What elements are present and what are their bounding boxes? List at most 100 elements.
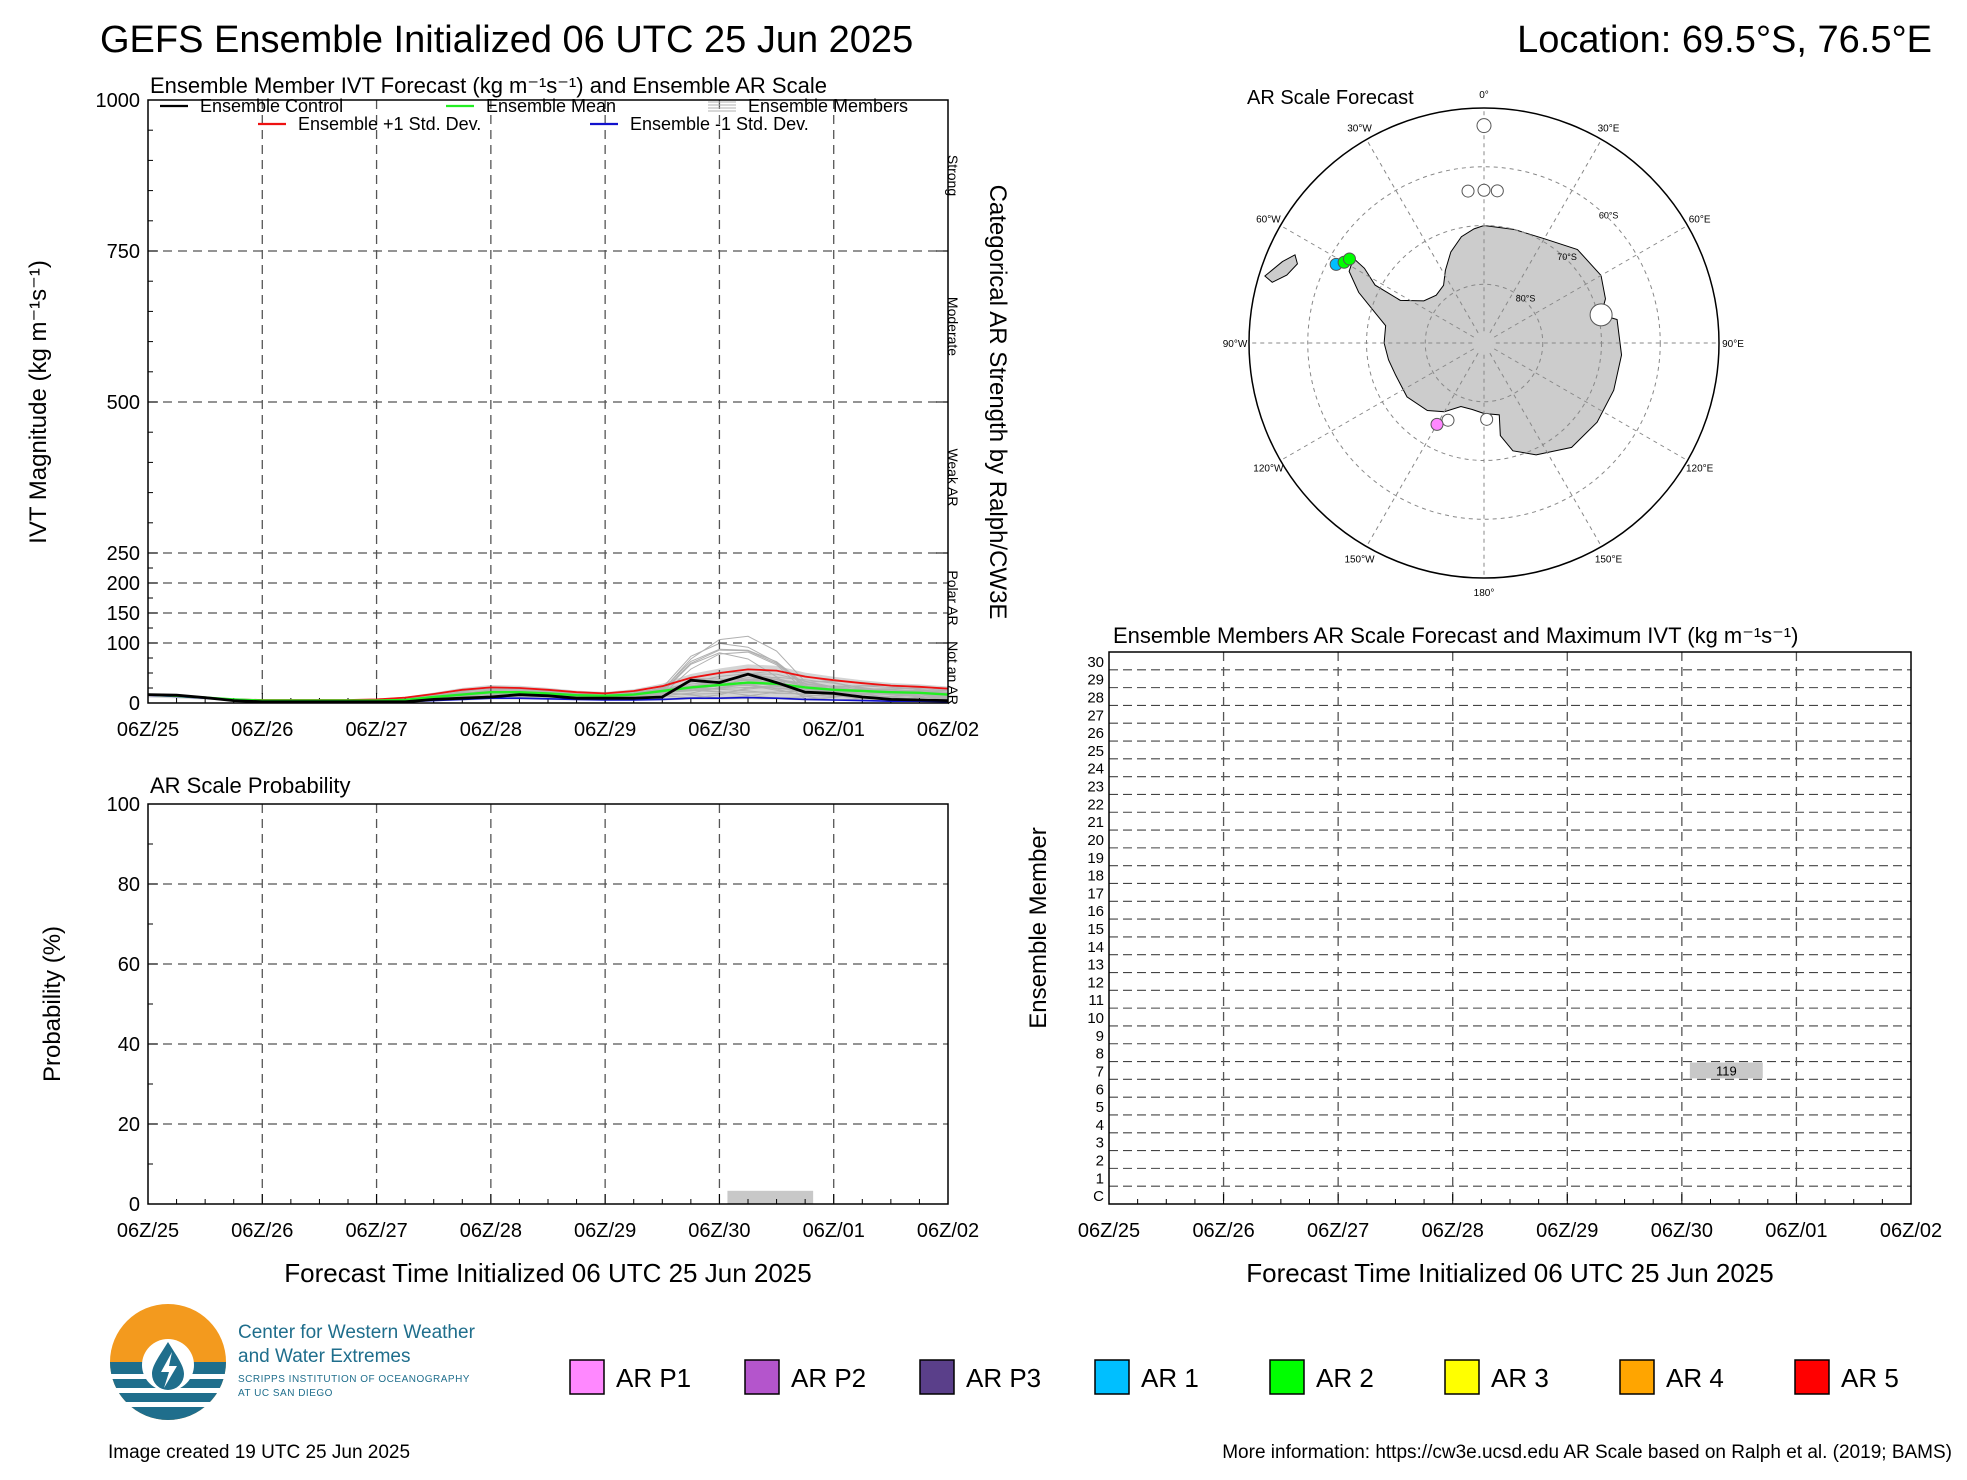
map-latitude-circle — [1424, 283, 1544, 403]
ar-category-label: Moderate — [945, 297, 961, 356]
members-xtick-label: 06Z/26 — [1192, 1220, 1254, 1242]
member-row-label: 19 — [1087, 850, 1104, 867]
ivt-xtick-label: 06Z/30 — [688, 719, 750, 741]
map-marker-not-an-ar — [1441, 413, 1455, 427]
ar-legend-swatch-ar-p2 — [744, 1359, 780, 1395]
member-row-label: 11 — [1088, 992, 1104, 1009]
ar-legend-label: AR 3 — [1491, 1363, 1549, 1393]
member-row-label: 18 — [1087, 868, 1104, 885]
prob-xtick-label: 06Z/27 — [345, 1220, 407, 1242]
map-lon-label: 120°W — [1253, 464, 1284, 475]
prob-plot-frame — [147, 803, 949, 1205]
ar-legend-swatch-ar-4 — [1619, 1359, 1655, 1395]
ar-legend-swatch-ar-5 — [1794, 1359, 1830, 1395]
map-lon-label: 180° — [1474, 588, 1495, 599]
prob-xlabel: Forecast Time Initialized 06 UTC 25 Jun … — [284, 1258, 811, 1288]
prob-xtick-label: 06Z/30 — [688, 1220, 750, 1242]
member-row-label: C — [1093, 1188, 1104, 1205]
ar-legend-label: AR 1 — [1141, 1363, 1199, 1393]
map-lat-label: 60°S — [1599, 210, 1619, 220]
member-row-label: 21 — [1087, 814, 1104, 831]
ar-legend-swatch-ar-p3 — [919, 1359, 955, 1395]
prob-xtick-label: 06Z/01 — [803, 1220, 865, 1242]
cw3e-logo-icon — [110, 1304, 226, 1420]
location-label: Location: 69.5°S, 76.5°E — [1517, 19, 1932, 61]
map-lon-label: 150°W — [1344, 555, 1375, 566]
map-marker-not-an-ar — [1461, 184, 1475, 198]
map-marker-ar-p1 — [1430, 417, 1444, 431]
prob-ylabel: Probability (%) — [39, 926, 66, 1082]
members-xtick-label: 06Z/29 — [1536, 1220, 1598, 1242]
map-meridian — [1366, 139, 1479, 334]
member-row-label: 28 — [1087, 690, 1104, 707]
prob-ytick-label: 80 — [118, 874, 140, 896]
member-row-label: 14 — [1087, 939, 1104, 956]
member-row-label: 26 — [1087, 725, 1104, 742]
map-meridian — [1493, 348, 1688, 461]
legend-control-label: Ensemble Control — [200, 96, 343, 116]
member-row-label: 8 — [1096, 1046, 1104, 1063]
map-lon-label: 0° — [1479, 90, 1489, 101]
ivt-xtick-label: 06Z/02 — [917, 719, 979, 741]
map-lon-label: 60°E — [1689, 215, 1711, 226]
map-marker-not-an-ar — [1477, 183, 1491, 197]
member-row-label: 5 — [1096, 1099, 1104, 1116]
member-row-label: 16 — [1087, 903, 1104, 920]
ar-legend-swatch-ar-1 — [1094, 1359, 1130, 1395]
map-title: AR Scale Forecast — [1247, 87, 1414, 109]
map-marker-not-an-ar — [1589, 303, 1613, 327]
legend-mean-label: Ensemble Mean — [486, 96, 616, 116]
member-row-label: 1 — [1096, 1170, 1104, 1187]
ivt-xtick-label: 06Z/25 — [117, 719, 179, 741]
logo-line-1: Center for Western Weather — [238, 1322, 475, 1343]
member-max-ivt-label: 119 — [1716, 1063, 1737, 1078]
map-lon-label: 90°E — [1722, 339, 1744, 350]
ivt-ytick-label: 200 — [107, 573, 140, 595]
ivt-xtick-label: 06Z/27 — [345, 719, 407, 741]
south-america-landmass — [1264, 254, 1298, 283]
prob-xtick-label: 06Z/28 — [460, 1220, 522, 1242]
member-row-label: 20 — [1087, 832, 1104, 849]
logo-line-2: and Water Extremes — [238, 1346, 411, 1367]
more-info-label: More information: https://cw3e.ucsd.edu … — [1222, 1442, 1952, 1463]
ivt-xtick-label: 06Z/26 — [231, 719, 293, 741]
ivt-xtick-label: 06Z/28 — [460, 719, 522, 741]
ar-strength-axis-label: Categorical AR Strength by Ralph/CW3E — [984, 185, 1011, 620]
ivt-xtick-label: 06Z/29 — [574, 719, 636, 741]
member-row-label: 23 — [1087, 779, 1104, 796]
map-lon-label: 30°W — [1347, 123, 1372, 134]
ar-legend-label: AR P2 — [791, 1363, 866, 1393]
members-xtick-label: 06Z/30 — [1651, 1220, 1713, 1242]
map-marker-ar-2 — [1342, 252, 1356, 266]
map-meridian — [1280, 225, 1475, 338]
ivt-xtick-label: 06Z/01 — [803, 719, 865, 741]
prob-xtick-label: 06Z/26 — [231, 1220, 293, 1242]
prob-xtick-label: 06Z/02 — [917, 1220, 979, 1242]
ar-legend-label: AR P1 — [616, 1363, 691, 1393]
member-row-label: 9 — [1096, 1028, 1104, 1045]
members-chart-title: Ensemble Members AR Scale Forecast and M… — [1113, 623, 1798, 648]
map-meridian — [1280, 348, 1475, 461]
prob-chart-title: AR Scale Probability — [150, 773, 351, 798]
member-row-label: 6 — [1096, 1081, 1104, 1098]
ar-category-legend: AR P1 AR P2 AR P3 AR 1 AR 2 AR 3 AR 4 AR 5 — [569, 1359, 1899, 1395]
map-lat-label: 80°S — [1516, 293, 1536, 303]
member-row-label: 15 — [1087, 921, 1104, 938]
map-marker-not-an-ar — [1490, 184, 1504, 198]
member-row-label: 3 — [1096, 1135, 1104, 1152]
member-row-label: 17 — [1087, 885, 1104, 902]
logo-line-4: AT UC SAN DIEGO — [238, 1388, 333, 1399]
ivt-control-line — [147, 672, 949, 704]
main-title: GEFS Ensemble Initialized 06 UTC 25 Jun … — [100, 19, 913, 61]
member-row-label: 10 — [1087, 1010, 1104, 1027]
prob-ytick-label: 40 — [118, 1034, 140, 1056]
ivt-ytick-label: 100 — [107, 633, 140, 655]
member-row-label: 4 — [1096, 1117, 1104, 1134]
ivt-forecast-panel: 0 100 150 200 250 500 750 1000 06Z/25 06Z/26 06Z/2… — [25, 73, 1011, 741]
prob-ytick-label: 100 — [107, 794, 140, 816]
prob-ytick-label: 20 — [118, 1114, 140, 1136]
ivt-ytick-label: 1000 — [96, 90, 141, 112]
ar-legend-swatch-ar-2 — [1269, 1359, 1305, 1395]
map-lon-label: 120°E — [1686, 464, 1714, 475]
